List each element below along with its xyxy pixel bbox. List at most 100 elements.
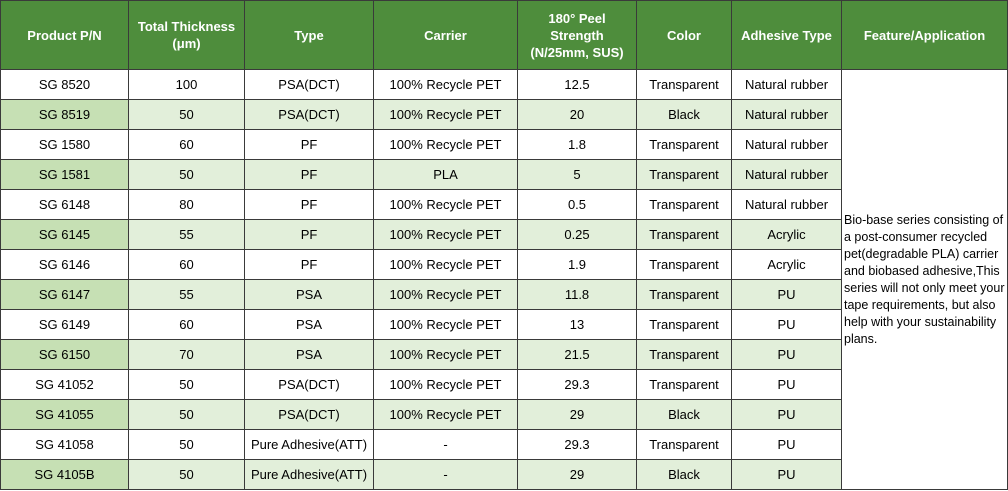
table-cell: PSA(DCT) <box>244 69 374 100</box>
table-cell: 100% Recycle PET <box>373 99 518 130</box>
product-pn: SG 1581 <box>0 159 129 190</box>
table-cell: 0.25 <box>517 219 637 250</box>
product-pn: SG 41052 <box>0 369 129 400</box>
table-cell: 50 <box>128 99 245 130</box>
header-cell: Color <box>636 0 732 70</box>
table-cell: 100% Recycle PET <box>373 369 518 400</box>
table-cell: 50 <box>128 159 245 190</box>
table-cell: Transparent <box>636 429 732 460</box>
product-pn: SG 6145 <box>0 219 129 250</box>
table-cell: 20 <box>517 99 637 130</box>
table-row: SG 1581 50 PF PLA 5 Transparent Natural rubber <box>0 159 1008 190</box>
table-cell: 100% Recycle PET <box>373 189 518 220</box>
table-row: SG 4105B 50 Pure Adhesive(ATT) -29 Black PU <box>0 459 1008 490</box>
table-cell: PU <box>731 429 842 460</box>
table-cell: 70 <box>128 339 245 370</box>
table-cell: PF <box>244 249 374 280</box>
table-cell: Natural rubber <box>731 159 842 190</box>
table-row: SG 8520 100 PSA(DCT) 100% Recycle PET 12.5 Tr… <box>0 69 1008 490</box>
table-cell: Transparent <box>636 249 732 280</box>
table-cell: 12.5 <box>517 69 637 100</box>
header-cell: Type <box>244 0 374 70</box>
table-cell: PSA <box>244 309 374 340</box>
table-cell: Transparent <box>636 279 732 310</box>
table-cell: PSA(DCT) <box>244 369 374 400</box>
table-cell: PU <box>731 369 842 400</box>
product-pn: SG 41055 <box>0 399 129 430</box>
table-cell: 29.3 <box>517 429 637 460</box>
table-cell: Transparent <box>636 159 732 190</box>
table-cell: 21.5 <box>517 339 637 370</box>
table-cell: PU <box>731 309 842 340</box>
table-cell: Transparent <box>636 129 732 160</box>
product-pn: SG 4105B <box>0 459 129 490</box>
table-cell: 29 <box>517 459 637 490</box>
table-row: SG 6146 60 PF 100% Recycle PET 1.9 Transparen… <box>0 249 1008 280</box>
table-cell: Pure Adhesive(ATT) <box>244 429 374 460</box>
header-cell: Adhesive Type <box>731 0 842 70</box>
table-cell: Black <box>636 399 732 430</box>
table-cell: Transparent <box>636 69 732 100</box>
table-cell: Black <box>636 459 732 490</box>
table-cell: PF <box>244 159 374 190</box>
table-cell: Natural rubber <box>731 189 842 220</box>
table-cell: 100% Recycle PET <box>373 309 518 340</box>
table-cell: 29.3 <box>517 369 637 400</box>
table-body: SG 8520 100 PSA(DCT) 100% Recycle PET 12.5 Tr… <box>0 69 1008 490</box>
product-pn: SG 6148 <box>0 189 129 220</box>
product-pn: SG 6150 <box>0 339 129 370</box>
product-pn: SG 41058 <box>0 429 129 460</box>
table-cell: Natural rubber <box>731 129 842 160</box>
table-cell: 80 <box>128 189 245 220</box>
table-row: SG 41052 50 PSA(DCT) 100% Recycle PET 29.3 Tr… <box>0 369 1008 400</box>
table-row: SG 6150 70 PSA 100% Recycle PET 21.5 Transpar… <box>0 339 1008 370</box>
table-cell: Transparent <box>636 339 732 370</box>
table-row: SG 6149 60 PSA 100% Recycle PET 13 Transparen… <box>0 309 1008 340</box>
table-cell: Transparent <box>636 189 732 220</box>
header-cell: Carrier <box>373 0 518 70</box>
table-cell: 60 <box>128 129 245 160</box>
product-pn: SG 8520 <box>0 69 129 100</box>
product-pn: SG 6149 <box>0 309 129 340</box>
header-row: Product P/N Total Thickness (μm) Type Carri… <box>0 0 1008 70</box>
table-cell: Black <box>636 99 732 130</box>
product-pn: SG 1580 <box>0 129 129 160</box>
table-cell: 55 <box>128 279 245 310</box>
table-cell: 100 <box>128 69 245 100</box>
product-pn: SG 6146 <box>0 249 129 280</box>
table-cell: Transparent <box>636 369 732 400</box>
product-pn: SG 6147 <box>0 279 129 310</box>
table-cell: 50 <box>128 399 245 430</box>
table-cell: PF <box>244 189 374 220</box>
table-cell: 100% Recycle PET <box>373 69 518 100</box>
table-cell: PSA(DCT) <box>244 99 374 130</box>
table-cell: 50 <box>128 459 245 490</box>
table-cell: - <box>373 429 518 460</box>
table-row: SG 6147 55 PSA 100% Recycle PET 11.8 Transpar… <box>0 279 1008 310</box>
table-row: SG 8519 50 PSA(DCT) 100% Recycle PET 20 Black… <box>0 99 1008 130</box>
header-cell: Product P/N <box>0 0 129 70</box>
table-cell: Acrylic <box>731 219 842 250</box>
table-cell: 60 <box>128 249 245 280</box>
header-cell: Total Thickness (μm) <box>128 0 245 70</box>
table-row: SG 1580 60 PF 100% Recycle PET 1.8 Transparen… <box>0 129 1008 160</box>
table-cell: PU <box>731 459 842 490</box>
table-cell: Pure Adhesive(ATT) <box>244 459 374 490</box>
table-cell: PU <box>731 339 842 370</box>
table-cell: 50 <box>128 369 245 400</box>
table-cell: PSA <box>244 339 374 370</box>
table-row: SG 41055 50 PSA(DCT) 100% Recycle PET 29 Blac… <box>0 399 1008 430</box>
table-cell: Acrylic <box>731 249 842 280</box>
product-pn: SG 8519 <box>0 99 129 130</box>
table-cell: 29 <box>517 399 637 430</box>
table-cell: 11.8 <box>517 279 637 310</box>
table-cell: 60 <box>128 309 245 340</box>
table-cell: 100% Recycle PET <box>373 339 518 370</box>
table-cell: 1.8 <box>517 129 637 160</box>
table-cell: 13 <box>517 309 637 340</box>
table-cell: PF <box>244 129 374 160</box>
table-cell: Natural rubber <box>731 69 842 100</box>
feature-cell: Bio-base series consisting of a post-con… <box>841 69 1008 490</box>
table-cell: 100% Recycle PET <box>373 129 518 160</box>
